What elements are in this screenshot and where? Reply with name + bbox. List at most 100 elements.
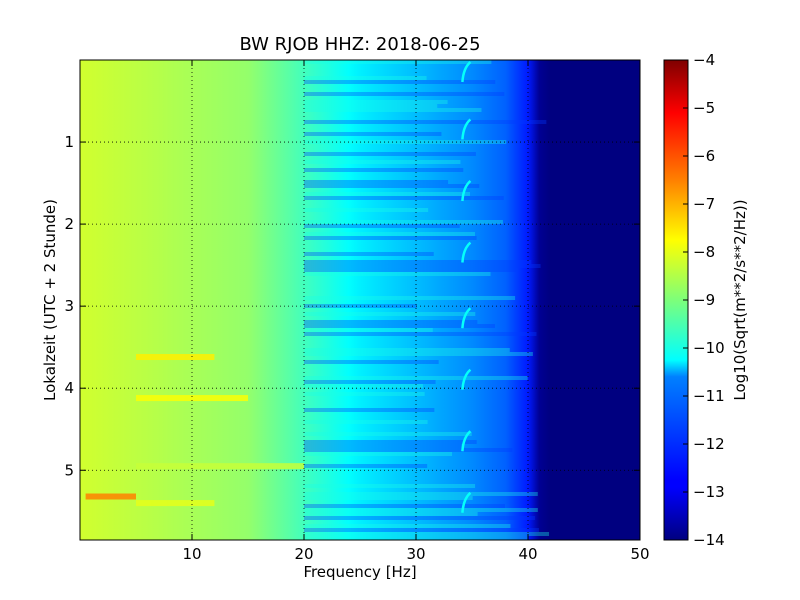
heatmap-row xyxy=(304,196,504,200)
trace-segment xyxy=(461,491,472,513)
heatmap-row xyxy=(304,272,491,276)
x-tick-label: 50 xyxy=(630,545,649,563)
heatmap-row xyxy=(304,392,425,396)
heatmap-row xyxy=(304,360,439,364)
y-tick-label: 4 xyxy=(64,379,74,397)
heatmap-row xyxy=(304,440,477,444)
heatmap-row xyxy=(304,312,476,316)
heatmap-row xyxy=(304,528,539,532)
heatmap-row xyxy=(304,236,477,240)
heatmap-row xyxy=(304,224,460,228)
colorbar-tick-label: −13 xyxy=(693,483,725,501)
heatmap-row xyxy=(304,384,423,388)
colorbar-tick-label: −11 xyxy=(693,387,725,405)
colorbar-ticks: −4 −5 −6 −7 −8 −9 −10 −11 −12 −13 −14 xyxy=(683,51,725,549)
heatmap-row xyxy=(304,152,476,156)
colorbar-tick-label: −9 xyxy=(693,291,715,309)
heatmap-row xyxy=(304,232,475,236)
colorbar-tick-label: −14 xyxy=(693,531,725,549)
heatmap-row xyxy=(304,92,505,96)
plot-area: 10 20 30 40 50 1 2 3 4 5 xyxy=(64,59,650,563)
trace-segment xyxy=(461,61,472,83)
heatmap-row xyxy=(304,512,478,516)
heatmap-row xyxy=(304,60,492,64)
heatmap-row xyxy=(304,408,435,412)
trace-segment xyxy=(461,307,472,329)
y-tick-label: 2 xyxy=(64,215,74,233)
heatmap-row xyxy=(304,108,482,112)
grid-lines xyxy=(80,60,640,540)
y-ticks: 1 2 3 4 5 xyxy=(64,133,640,479)
x-ticks: 10 20 30 40 50 xyxy=(182,60,650,563)
heatmap-features xyxy=(85,354,304,507)
heatmap-row xyxy=(304,260,532,264)
heatmap-row xyxy=(304,492,538,496)
heatmap-row xyxy=(304,516,536,520)
heatmap-fill xyxy=(80,60,640,540)
heatmap-row xyxy=(304,252,434,256)
colorbar: −4 −5 −6 −7 −8 −9 −10 −11 −12 −13 −14 Log10(Sqrt(m… xyxy=(663,51,749,549)
colorbar-tick-label: −4 xyxy=(693,51,715,69)
trace-segment xyxy=(461,118,472,140)
heatmap-row xyxy=(304,352,533,356)
heatmap-row xyxy=(304,100,448,104)
colorbar-tick-label: −8 xyxy=(693,243,715,261)
heatmap-row xyxy=(304,104,438,108)
heatmap-row xyxy=(304,444,462,448)
heatmap-row xyxy=(304,296,516,300)
heatmap-row xyxy=(304,376,528,380)
heatmap-row xyxy=(304,184,480,188)
heatmap-row xyxy=(304,532,550,536)
colorbar-label: Log10(Sqrt(m**2/s**2/Hz)) xyxy=(731,199,749,400)
y-tick-label: 1 xyxy=(64,133,74,151)
heatmap-row xyxy=(304,268,517,272)
heatmap-row xyxy=(304,120,547,124)
heatmap-event xyxy=(136,354,215,361)
x-tick-label: 20 xyxy=(294,545,313,563)
colorbar-tick-label: −6 xyxy=(693,147,715,165)
heatmap-row xyxy=(304,324,495,328)
colorbar-tick-label: −5 xyxy=(693,99,715,117)
heatmap-row xyxy=(304,160,461,164)
heatmap-event xyxy=(85,493,136,500)
heatmap-row xyxy=(304,448,513,452)
heatmap-row xyxy=(304,208,429,212)
heatmap-background xyxy=(80,60,640,540)
heatmap-row xyxy=(304,140,507,144)
heatmap-row xyxy=(304,452,453,456)
heatmap-row xyxy=(304,76,427,80)
heatmap-row xyxy=(304,380,436,384)
colorbar-tick-label: −10 xyxy=(693,339,725,357)
heatmap-traces xyxy=(461,61,472,513)
x-tick-label: 30 xyxy=(406,545,425,563)
heatmap-event xyxy=(136,500,215,507)
trace-segment xyxy=(461,241,472,263)
heatmap-event xyxy=(136,395,248,402)
heatmap-row xyxy=(304,348,510,352)
heatmap-event xyxy=(136,463,304,470)
heatmap-row xyxy=(304,524,511,528)
heatmap-row xyxy=(304,328,433,332)
colorbar-tick-label: −7 xyxy=(693,195,715,213)
heatmap-row xyxy=(304,496,473,500)
heatmap-row xyxy=(304,484,476,488)
heatmap-row xyxy=(304,432,472,436)
trace-segment xyxy=(461,180,472,202)
heatmap-row xyxy=(304,464,428,468)
y-tick-label: 5 xyxy=(64,461,74,479)
chart-title: BW RJOB HHZ: 2018-06-25 xyxy=(239,34,480,55)
heatmap-row xyxy=(304,508,538,512)
x-tick-label: 40 xyxy=(518,545,537,563)
colorbar-tick-label: −12 xyxy=(693,435,725,453)
plot-frame xyxy=(79,59,641,541)
heatmap-row xyxy=(304,180,449,184)
x-axis-label: Frequency [Hz] xyxy=(303,563,416,581)
heatmap-row xyxy=(304,220,503,224)
heatmap-row xyxy=(304,332,537,336)
heatmap-row xyxy=(304,504,505,508)
heatmap-row xyxy=(304,132,442,136)
y-axis-label: Lokalzeit (UTC + 2 Stunde) xyxy=(41,199,59,401)
trace-segment xyxy=(461,368,472,390)
y-tick-label: 3 xyxy=(64,297,74,315)
